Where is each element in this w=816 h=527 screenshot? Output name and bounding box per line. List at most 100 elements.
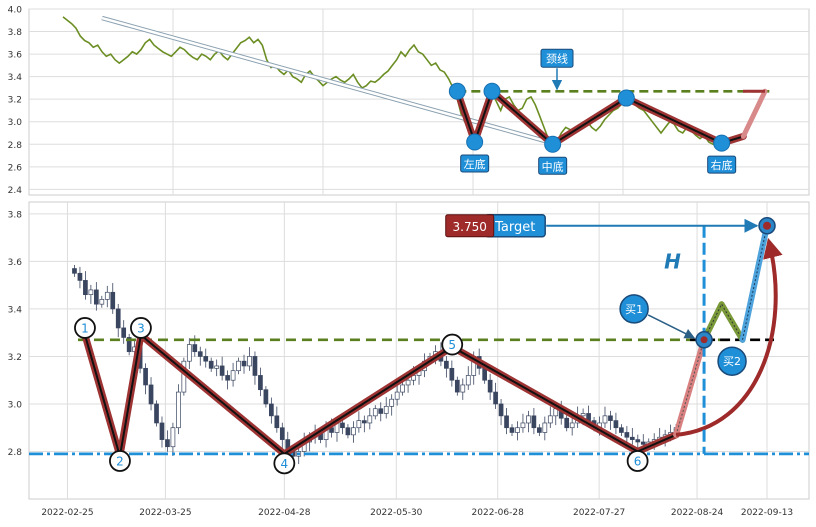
candle-body [504, 415, 509, 429]
pivot-marker-label: 4 [281, 457, 289, 471]
bottom-x-tick-label: 2022-07-27 [573, 508, 625, 518]
candle [154, 400, 159, 427]
candle [487, 373, 493, 400]
candle [509, 424, 515, 437]
candle [83, 271, 88, 300]
top-annotation-box [538, 156, 568, 175]
candle-body [449, 367, 455, 381]
candle-body [159, 422, 165, 440]
candle-body [493, 391, 498, 405]
candle-body [186, 344, 192, 362]
candle-body [400, 384, 405, 393]
candle-body [351, 427, 356, 436]
bottom-y-tick-label: 2.8 [8, 448, 23, 458]
candle-body [613, 420, 619, 429]
candle-body [121, 327, 127, 338]
candle-body [93, 289, 99, 305]
bottom-x-tick-label: 2022-03-25 [139, 508, 191, 518]
candle-body [537, 427, 542, 433]
candle [378, 402, 384, 422]
candle [143, 363, 148, 395]
candle [400, 381, 405, 396]
candle-body [608, 415, 613, 421]
candle [498, 398, 504, 426]
candle [602, 406, 608, 428]
value-label-box [445, 214, 495, 238]
candle [247, 347, 252, 371]
target-dot-core [763, 221, 772, 230]
candle [72, 264, 77, 277]
top-panel-grid [29, 8, 809, 195]
candle-body [236, 360, 241, 372]
top-pivot-dot [713, 134, 731, 152]
candle [394, 384, 400, 406]
bottom-candle-panel: 2.83.03.23.43.63.8 2022-02-25 2022-03-25 2… [8, 201, 810, 518]
candle [619, 424, 624, 437]
candle-body [214, 365, 220, 369]
candle-body [547, 415, 553, 424]
candle-body [176, 391, 181, 429]
bottom-panel-overlay: H Target 3.750 1 2 3 4 5 6 买1 买2 [29, 214, 809, 475]
top-pivot-dot [466, 133, 484, 151]
candle-body [602, 415, 608, 424]
candle [613, 412, 619, 435]
candle [515, 421, 520, 441]
candle [230, 362, 236, 387]
candle [225, 370, 230, 390]
candle [389, 394, 395, 416]
candle-body [99, 299, 105, 305]
candle [208, 357, 214, 372]
candle-body [515, 427, 520, 433]
candle [241, 354, 247, 374]
candle-body [154, 403, 159, 424]
candle [493, 382, 498, 409]
candle [367, 407, 373, 430]
bottom-x-tick-label: 2022-06-28 [472, 508, 525, 518]
candle [269, 397, 274, 424]
top-line-panel: 2.4 2.6 2.8 3.0 3.2 3.4 3.6 3.8 4.0 左底 中底 右底 颈线 [8, 6, 810, 196]
candle [219, 356, 225, 381]
candle-body [165, 439, 170, 448]
bottom-x-tick-label: 2022-08-24 [671, 508, 724, 518]
bottom-x-tick-label: 2022-05-30 [370, 508, 423, 518]
candle-body [487, 379, 493, 393]
bottom-panel-y-ticks: 2.8 3.0 3.2 3.4 3.6 3.8 [8, 210, 23, 458]
candle-body [356, 420, 362, 429]
candle [537, 424, 542, 437]
candle-body [624, 432, 630, 438]
candle-body [340, 422, 345, 429]
height-label: H [664, 249, 681, 273]
candle-body [542, 422, 548, 433]
candle-body [77, 272, 83, 281]
candle [258, 367, 263, 397]
top-pivot-dot [544, 135, 562, 153]
candle-body [115, 308, 121, 329]
candle-body [394, 391, 400, 400]
candle-body [197, 351, 203, 357]
bottom-x-tick-label: 2022-09-13 [741, 508, 793, 518]
candle-body [208, 360, 214, 369]
candle-body [247, 356, 252, 367]
candle [110, 283, 116, 314]
candle-body [498, 403, 504, 417]
candle-body [192, 344, 198, 353]
candle [214, 359, 220, 377]
top-y-tick-label: 3.6 [8, 51, 23, 61]
candle-body [509, 427, 515, 433]
top-y-tick-label: 2.4 [8, 186, 23, 196]
candle [444, 356, 449, 378]
top-panel-overlay: 左底 中底 右底 颈线 [101, 15, 770, 175]
candle [121, 320, 127, 344]
candle-body [83, 280, 88, 296]
bottom-y-tick-label: 3.2 [8, 353, 22, 363]
top-pivot-dot [617, 89, 635, 107]
candle [186, 338, 192, 370]
candle [542, 416, 548, 441]
candle [531, 407, 537, 435]
candle-body [241, 360, 247, 367]
bottom-panel-x-ticks: 2022-02-25 2022-03-25 2022-04-28 2022-05-30… [41, 508, 793, 518]
candle-body [619, 427, 624, 433]
top-annotation-box [460, 154, 490, 173]
candle-body [520, 422, 526, 429]
candle [88, 284, 94, 304]
